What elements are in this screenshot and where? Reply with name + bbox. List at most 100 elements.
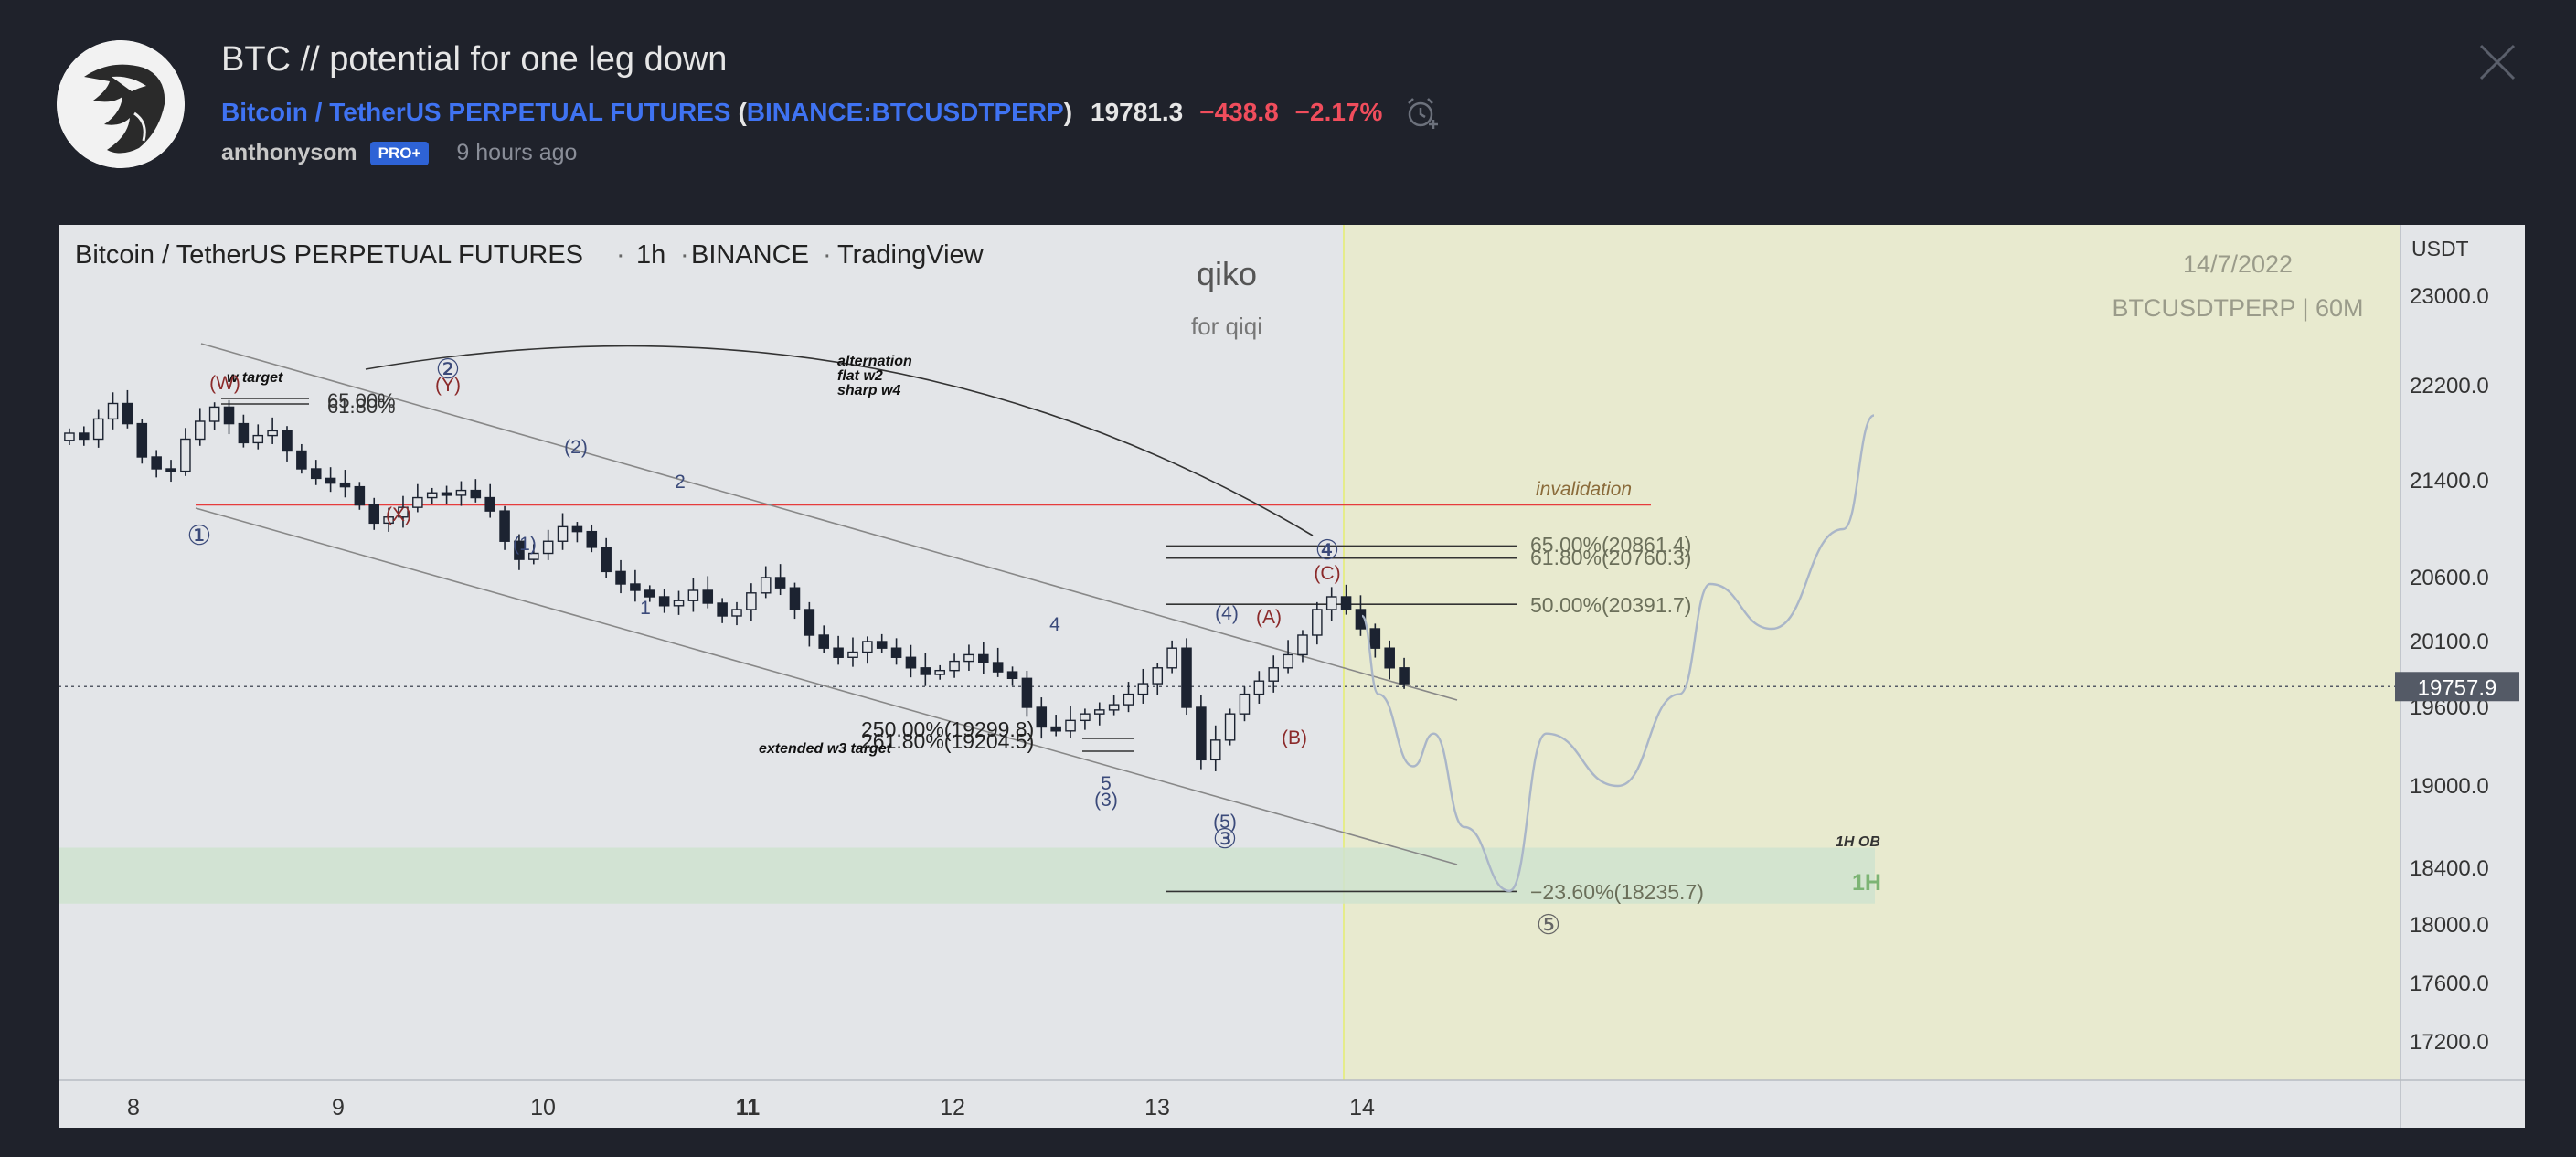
candle-body: [1283, 653, 1293, 669]
chart-exchange: BINANCE: [691, 240, 809, 270]
meta-line: anthonysom PRO+ 9 hours ago: [221, 140, 577, 166]
candle-body: [267, 430, 278, 437]
candle-body: [107, 402, 119, 420]
time-tick-label: 10: [530, 1095, 556, 1120]
w3-fib-label-2: 261.80%(19204.5): [861, 729, 1034, 753]
time-tick-label: 8: [127, 1095, 140, 1120]
price-chart[interactable]: 23000.022200.021400.020600.020100.019600…: [59, 225, 2525, 1128]
candle-body: [1369, 628, 1381, 649]
author-avatar[interactable]: [57, 40, 185, 168]
channel-lower: [195, 507, 1458, 865]
wave-label-X: (X): [386, 504, 411, 525]
candle-body: [890, 647, 902, 658]
ticker-link[interactable]: BINANCE:BTCUSDTPERP: [746, 98, 1064, 126]
candle-body: [818, 634, 830, 649]
candle-body: [514, 540, 525, 560]
candle-body: [949, 660, 960, 672]
candle-body: [398, 506, 409, 518]
candle-body: [180, 438, 191, 472]
idea-title: BTC // potential for one leg down: [221, 40, 728, 79]
candle-body: [658, 596, 670, 607]
candle-body: [934, 669, 945, 675]
paren-close: ): [1063, 98, 1073, 126]
candle-body: [1325, 596, 1337, 610]
candle-body: [1384, 647, 1395, 669]
candle-body: [64, 432, 75, 441]
wave-label-A: (A): [1256, 607, 1282, 628]
price-tick-label: 17600.0: [2410, 971, 2489, 996]
price-change: −438.8: [1199, 98, 1279, 126]
candle-body: [774, 577, 786, 589]
fib-label-m236: −23.60%(18235.7): [1530, 880, 1704, 904]
candle-body: [1297, 634, 1308, 656]
candle-body: [223, 406, 235, 425]
price-tick-label: 19000.0: [2410, 774, 2489, 799]
w3-fib-label-1: 250.00%(19299.8): [861, 717, 1034, 741]
candle-body: [1239, 693, 1251, 715]
candle-body: [731, 609, 742, 617]
wave-label-B: (B): [1282, 727, 1307, 748]
candle-body: [542, 540, 554, 555]
wave-label-circled-3: ③: [1213, 824, 1238, 854]
wave-label-p4: (4): [1215, 603, 1239, 624]
publish-time: 9 hours ago: [456, 140, 578, 165]
candle-body: [760, 577, 772, 594]
ob-small-label: 1H OB: [1836, 834, 1880, 850]
candle-body: [630, 583, 641, 591]
candle-body: [339, 482, 351, 488]
wave-label-W: (W): [209, 373, 240, 394]
channel-upper: [200, 343, 1458, 701]
candle-body: [673, 600, 685, 607]
candle-body: [586, 530, 598, 548]
candle-body: [847, 651, 858, 658]
watermark-name: qiko: [1197, 255, 1257, 292]
candle-body: [1253, 680, 1265, 695]
wave-label-p3: (3): [1094, 790, 1118, 811]
candle-body: [238, 422, 250, 444]
ob-big-label: 1H: [1852, 870, 1881, 896]
candle-body: [1123, 693, 1134, 706]
candle-body: [1268, 667, 1280, 682]
candle-body: [1021, 677, 1033, 708]
wave-label-circled-5: ⑤: [1537, 910, 1561, 940]
wolf-avatar-icon: [57, 40, 185, 168]
candle-body: [1093, 709, 1105, 715]
time-tick-label: 14: [1349, 1095, 1375, 1120]
time-axis: 8 9 10 11 12 13 14: [127, 1095, 1375, 1120]
candle-body: [702, 589, 714, 604]
candle-body: [470, 489, 482, 499]
price-tick-label: 23000.0: [2410, 284, 2489, 309]
fib-label-650: 65.00%(20861.4): [1530, 533, 1691, 557]
fib-label-618: 61.80%(20760.3): [1530, 546, 1691, 569]
price-change-percent: −2.17%: [1294, 98, 1383, 126]
candle-body: [92, 418, 104, 441]
candle-body: [151, 456, 162, 470]
chart-sep-3: ·: [823, 240, 832, 270]
current-price-tag: [2395, 672, 2519, 702]
symbol-name-link[interactable]: Bitcoin / TetherUS PERPETUAL FUTURES: [221, 98, 731, 126]
order-block-zone: [59, 847, 1875, 904]
paren-open: (: [738, 98, 747, 126]
author-name[interactable]: anthonysom: [221, 140, 357, 165]
close-icon[interactable]: [2477, 42, 2517, 82]
alarm-clock-icon[interactable]: [1404, 94, 1441, 131]
price-tick-label: 21400.0: [2410, 469, 2489, 494]
chart-panel[interactable]: 23000.0 22200.0 21400.0 20600.0 20100.0 19600…: [59, 225, 2525, 1128]
candle-body: [876, 641, 888, 649]
chart-sep-2: ·: [680, 240, 689, 270]
candle-body: [383, 516, 394, 525]
price-tick-label: 18000.0: [2410, 913, 2489, 938]
invalidation-label: invalidation: [1536, 479, 1632, 500]
candle-body: [252, 434, 264, 444]
alternation-note-1: alternation: [837, 354, 912, 369]
candle-body: [717, 602, 728, 617]
candle-body: [1036, 706, 1048, 728]
candle-body: [325, 477, 336, 484]
candle-body: [282, 430, 293, 452]
candle-body: [1224, 713, 1236, 741]
candle-body: [122, 402, 133, 425]
candle-body: [1312, 609, 1323, 636]
candle-body: [1209, 739, 1221, 761]
candle-body: [992, 662, 1004, 673]
wave-label-5: 5: [1101, 773, 1112, 794]
